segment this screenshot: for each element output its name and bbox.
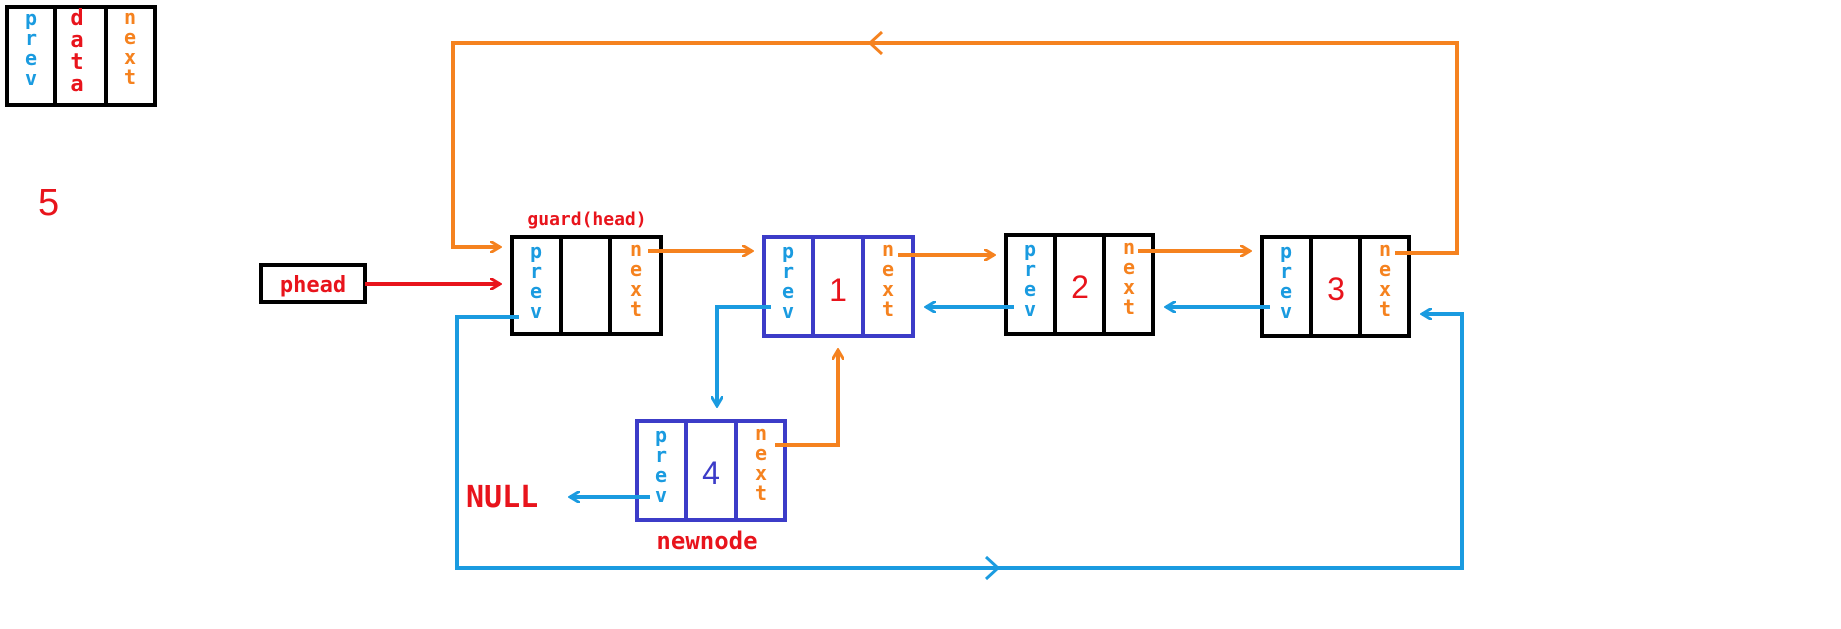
- node-2-data: 2: [1071, 269, 1089, 305]
- guard-label: guard(head): [527, 209, 646, 230]
- node-1-data: 1: [829, 272, 847, 308]
- phead-label: phead: [280, 273, 346, 298]
- node1-prev-to-node4-arrow: [717, 305, 771, 406]
- node-4-box: [635, 419, 787, 522]
- node-3-data: 3: [1327, 271, 1345, 307]
- bottom-loop-direction-chevron: [984, 555, 1001, 581]
- node-2-box: [1004, 233, 1155, 336]
- node3-next-to-guard-arrow: [451, 41, 1459, 255]
- node-4-data: 4: [702, 455, 720, 491]
- node4-next-to-node1-arrow: [775, 350, 838, 447]
- count-label: 5: [38, 182, 59, 224]
- guard-prev-to-node3-arrow: [455, 314, 1464, 570]
- node-1-box: [762, 235, 915, 338]
- null-label: NULL: [466, 480, 538, 515]
- legend-box: [5, 5, 157, 107]
- node-3-box: [1260, 235, 1411, 338]
- top-loop-direction-chevron: [867, 30, 884, 56]
- newnode-label: newnode: [656, 527, 757, 555]
- phead-pointer: phead: [259, 263, 367, 304]
- guard-node-box: [510, 235, 663, 336]
